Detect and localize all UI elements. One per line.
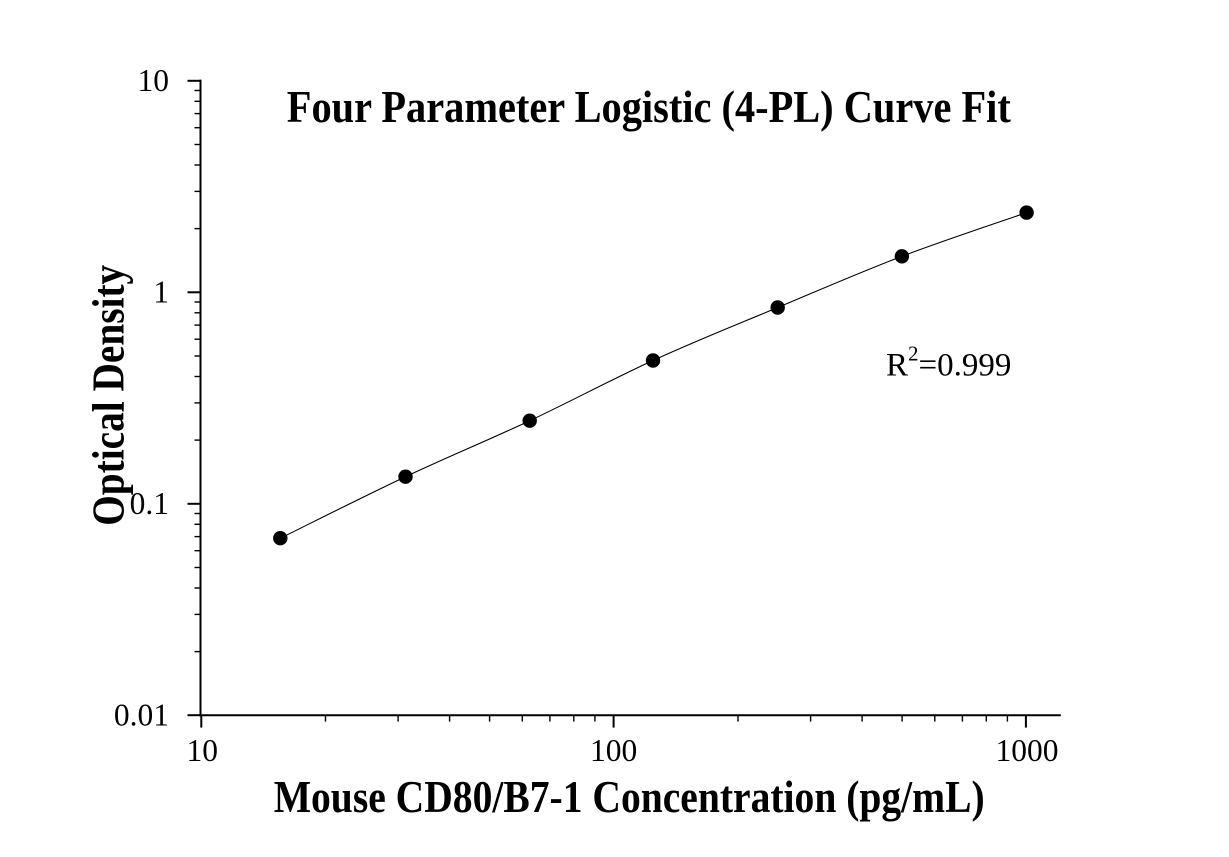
svg-text:0.1: 0.1 (130, 486, 169, 521)
svg-text:10: 10 (186, 733, 218, 768)
svg-text:1000: 1000 (996, 733, 1059, 768)
svg-text:10: 10 (138, 63, 170, 98)
svg-text:Mouse CD80/B7-1 Concentration: Mouse CD80/B7-1 Concentration (pg/mL) (274, 771, 985, 822)
svg-text:R2=0.999: R2=0.999 (886, 341, 1011, 383)
svg-text:0.01: 0.01 (114, 697, 169, 732)
svg-text:Four Parameter Logistic (4-PL): Four Parameter Logistic (4-PL) Curve Fit (287, 81, 1012, 132)
svg-text:Optical Density: Optical Density (83, 265, 134, 526)
svg-text:100: 100 (590, 733, 637, 768)
svg-text:1: 1 (153, 275, 169, 310)
